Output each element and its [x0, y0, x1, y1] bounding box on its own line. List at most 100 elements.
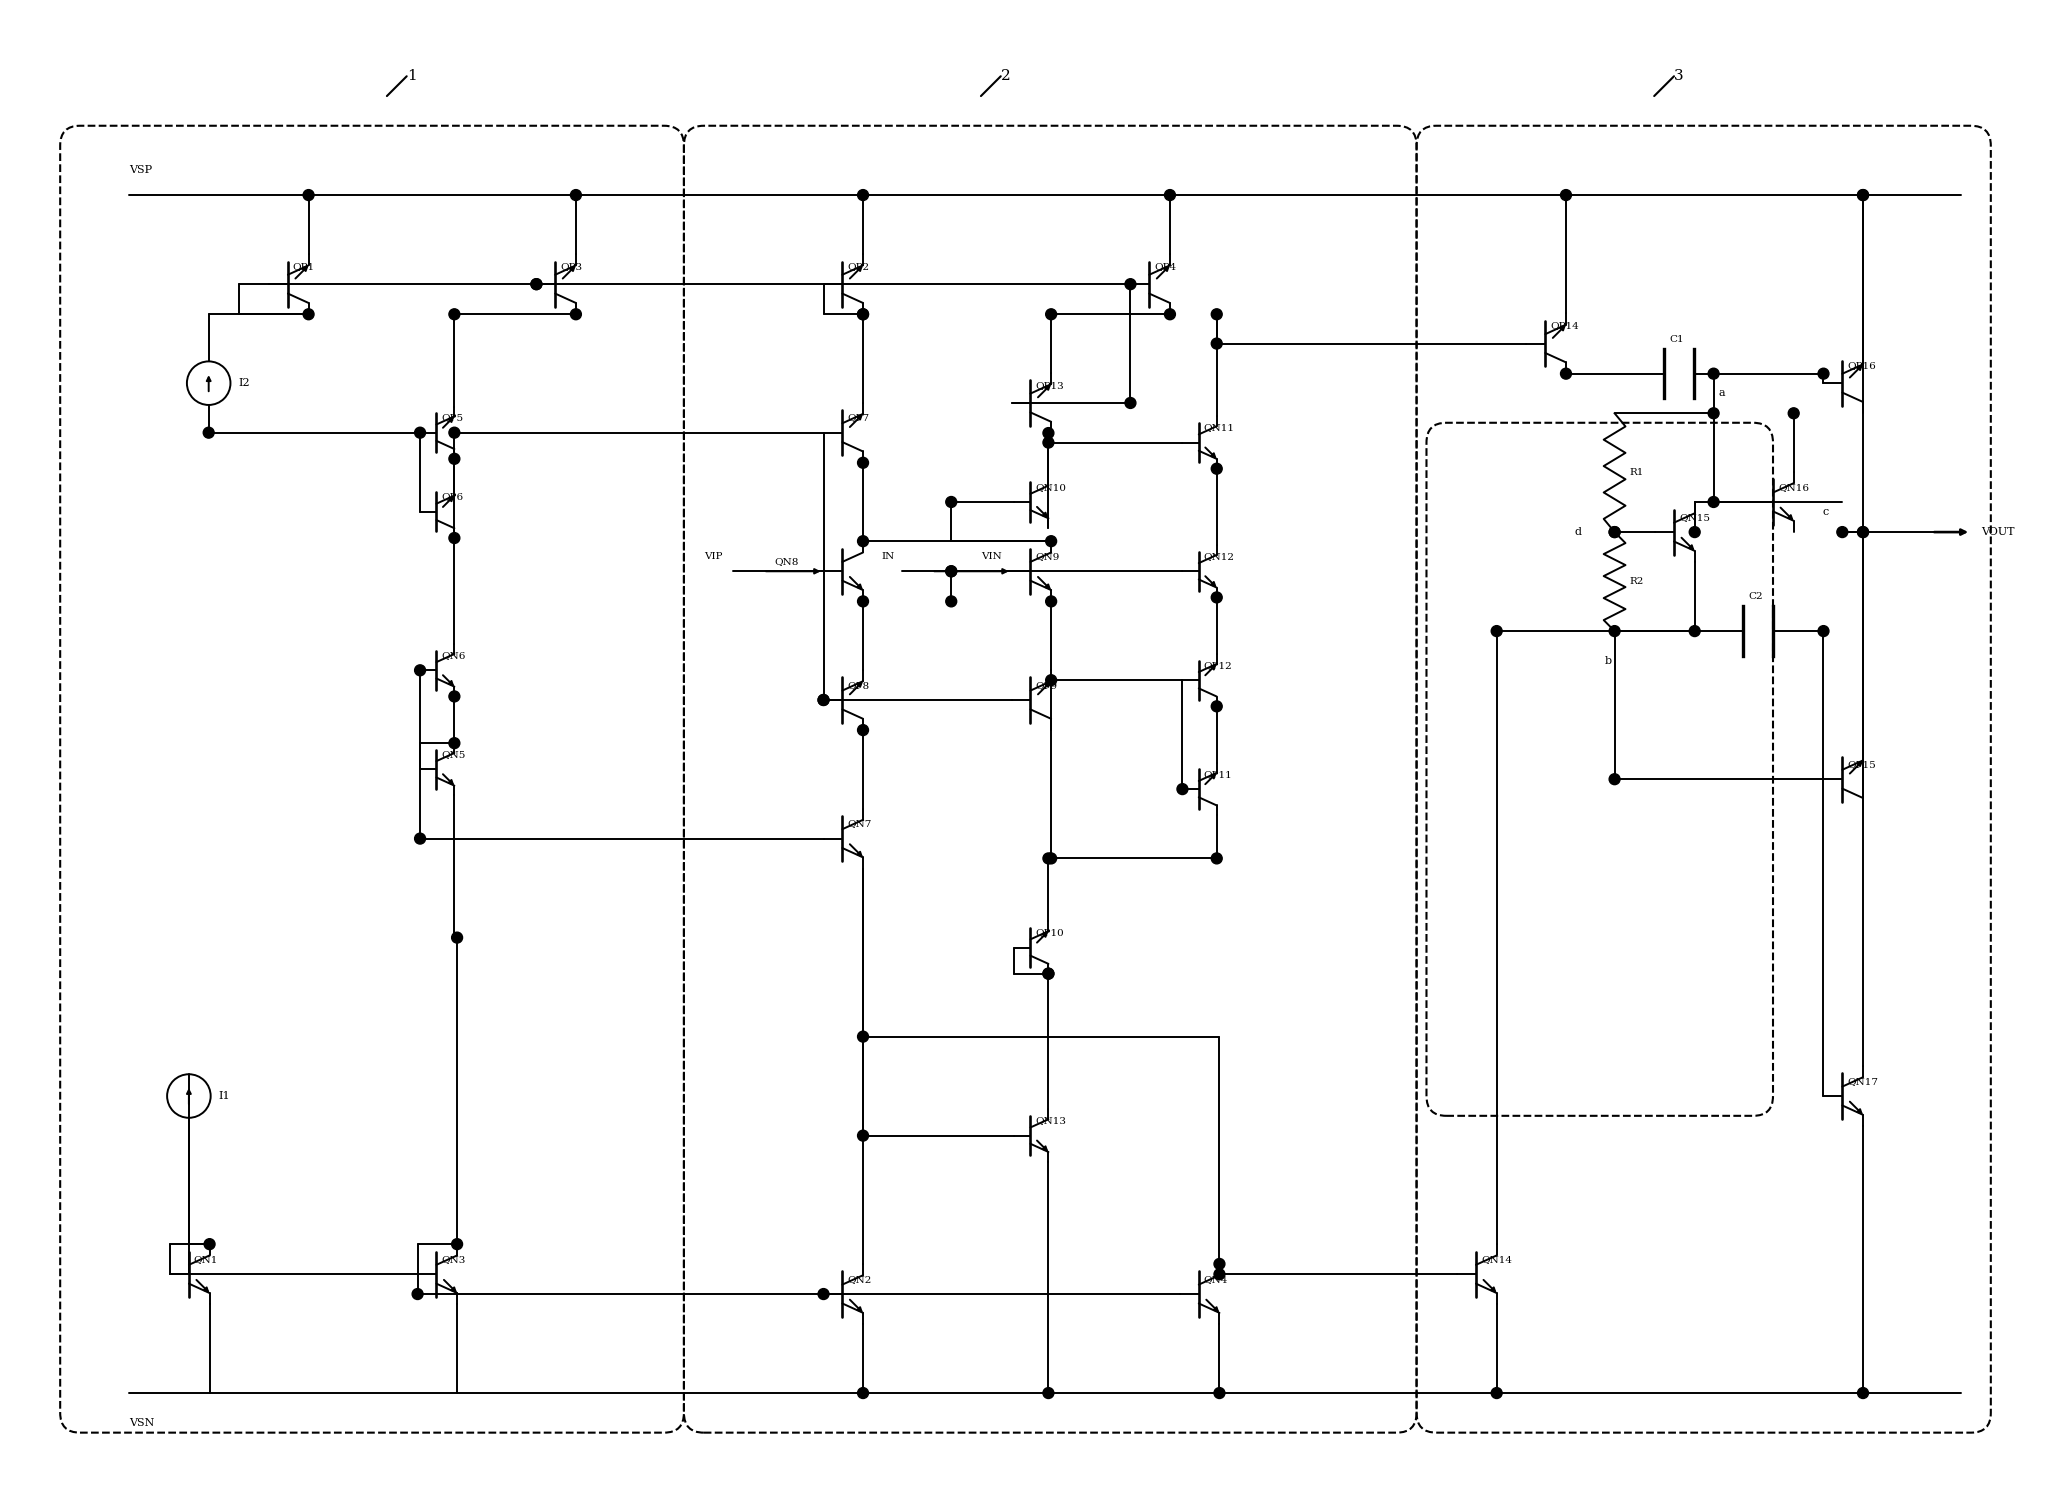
Text: QN10: QN10	[1036, 483, 1067, 492]
Circle shape	[1690, 526, 1700, 538]
Text: QN3: QN3	[441, 1255, 466, 1264]
Circle shape	[857, 309, 868, 319]
Text: QN8: QN8	[773, 558, 798, 567]
Text: QN7: QN7	[847, 820, 872, 829]
Text: I1: I1	[219, 1091, 230, 1102]
Circle shape	[414, 833, 425, 844]
Text: 1: 1	[406, 69, 416, 84]
Circle shape	[1858, 189, 1868, 201]
Circle shape	[1491, 1388, 1501, 1399]
Circle shape	[1858, 189, 1868, 201]
Circle shape	[1165, 189, 1175, 201]
Text: QN6: QN6	[441, 651, 466, 660]
Circle shape	[857, 457, 868, 468]
Circle shape	[449, 309, 459, 319]
Text: VOUT: VOUT	[1981, 528, 2014, 537]
Circle shape	[1046, 597, 1056, 607]
Circle shape	[414, 427, 425, 438]
Circle shape	[451, 1238, 464, 1250]
Text: QN9: QN9	[1036, 552, 1060, 561]
Circle shape	[946, 565, 956, 577]
Circle shape	[1212, 463, 1222, 474]
Text: R1: R1	[1628, 468, 1643, 477]
Circle shape	[1165, 309, 1175, 319]
Circle shape	[1858, 1388, 1868, 1399]
Circle shape	[304, 189, 314, 201]
Text: QN13: QN13	[1036, 1117, 1067, 1126]
Circle shape	[1858, 526, 1868, 538]
Circle shape	[1561, 189, 1571, 201]
Circle shape	[1212, 853, 1222, 863]
Circle shape	[1817, 625, 1829, 637]
Text: a: a	[1719, 388, 1725, 399]
Circle shape	[857, 1130, 868, 1141]
Circle shape	[1214, 1259, 1224, 1270]
Circle shape	[1858, 526, 1868, 538]
Circle shape	[1561, 369, 1571, 379]
Text: QN1: QN1	[195, 1255, 217, 1264]
Text: 2: 2	[1001, 69, 1011, 84]
Circle shape	[857, 1031, 868, 1042]
Circle shape	[531, 279, 541, 289]
Text: QP10: QP10	[1036, 928, 1064, 937]
Circle shape	[1046, 309, 1056, 319]
Circle shape	[449, 453, 459, 465]
Text: QP4: QP4	[1155, 262, 1177, 271]
Circle shape	[818, 694, 829, 706]
Circle shape	[449, 738, 459, 748]
Circle shape	[1708, 408, 1719, 418]
Circle shape	[1212, 592, 1222, 603]
Circle shape	[205, 1238, 215, 1250]
Circle shape	[449, 691, 459, 702]
Circle shape	[857, 309, 868, 319]
Text: IN: IN	[882, 552, 894, 561]
Text: 3: 3	[1674, 69, 1684, 84]
Circle shape	[857, 724, 868, 736]
Text: b: b	[1604, 655, 1612, 666]
Circle shape	[1046, 535, 1056, 547]
Text: QP5: QP5	[441, 414, 464, 423]
Text: QP3: QP3	[560, 262, 582, 271]
Text: QP16: QP16	[1848, 361, 1877, 370]
Circle shape	[1690, 625, 1700, 637]
Text: C2: C2	[1747, 592, 1764, 601]
Circle shape	[857, 189, 868, 201]
Circle shape	[1610, 773, 1620, 784]
Circle shape	[1708, 496, 1719, 508]
Text: QP12: QP12	[1204, 661, 1233, 670]
Circle shape	[531, 279, 541, 289]
Circle shape	[1212, 702, 1222, 712]
Text: QP13: QP13	[1036, 381, 1064, 390]
Circle shape	[1788, 408, 1799, 418]
Text: QP9: QP9	[1036, 681, 1058, 690]
Text: VSN: VSN	[129, 1418, 156, 1429]
Circle shape	[857, 597, 868, 607]
Circle shape	[570, 309, 580, 319]
Circle shape	[1044, 968, 1054, 979]
Circle shape	[1126, 397, 1136, 408]
Text: QN2: QN2	[847, 1274, 872, 1283]
Text: VSP: VSP	[129, 165, 152, 175]
Circle shape	[1838, 526, 1848, 538]
Circle shape	[1610, 625, 1620, 637]
Circle shape	[1126, 279, 1136, 289]
Text: QN5: QN5	[441, 750, 466, 758]
Circle shape	[1708, 369, 1719, 379]
Text: QP6: QP6	[441, 493, 464, 502]
Text: QN16: QN16	[1778, 483, 1809, 492]
Circle shape	[1491, 625, 1501, 637]
Circle shape	[1212, 339, 1222, 349]
Text: R2: R2	[1628, 577, 1643, 586]
Text: QN4: QN4	[1204, 1274, 1229, 1283]
Text: QN11: QN11	[1204, 423, 1235, 432]
Circle shape	[1044, 427, 1054, 439]
Circle shape	[451, 932, 464, 943]
Text: QP11: QP11	[1204, 770, 1233, 779]
Text: I2: I2	[238, 378, 250, 388]
Text: QP1: QP1	[293, 262, 316, 271]
Circle shape	[570, 189, 580, 201]
Circle shape	[1214, 1268, 1224, 1280]
Text: QP7: QP7	[847, 414, 870, 423]
Text: QN12: QN12	[1204, 552, 1235, 561]
Circle shape	[857, 1388, 868, 1399]
